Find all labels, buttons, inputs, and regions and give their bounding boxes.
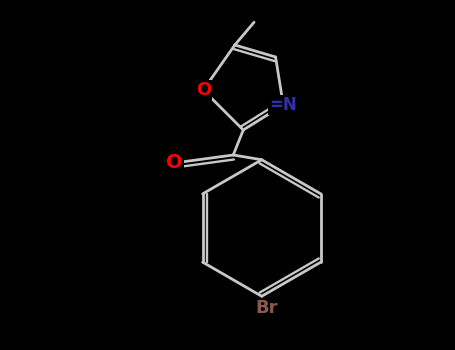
Text: Br: Br: [255, 299, 278, 317]
Text: =N: =N: [269, 96, 297, 114]
Text: O: O: [166, 154, 182, 173]
Text: O: O: [196, 81, 211, 99]
